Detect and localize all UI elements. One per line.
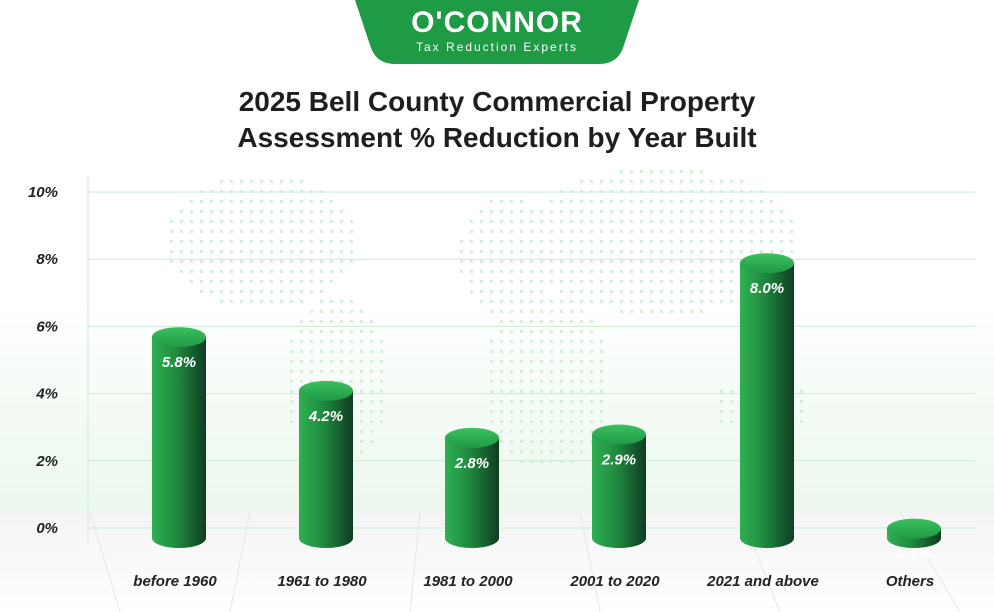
chart-title: 2025 Bell County Commercial Property Ass… bbox=[0, 84, 994, 156]
y-tick-label: 4% bbox=[35, 386, 58, 403]
x-tick-label: 1981 to 2000 bbox=[423, 573, 513, 590]
bar-1981-to-2000 bbox=[445, 427, 499, 548]
bar-2021-and-above bbox=[740, 253, 794, 548]
logo-tab bbox=[355, 0, 639, 64]
data-label: 2.8% bbox=[454, 455, 489, 472]
chart-title-line1: 2025 Bell County Commercial Property bbox=[238, 86, 756, 117]
data-label: 4.2% bbox=[308, 408, 343, 425]
y-tick-label: 8% bbox=[36, 251, 58, 268]
y-tick-label: 0% bbox=[36, 520, 58, 537]
data-label: 5.8% bbox=[162, 354, 196, 371]
brand-logo: O'CONNOR bbox=[411, 6, 583, 39]
brand-tagline: Tax Reduction Experts bbox=[415, 40, 579, 54]
data-label: 0.1% bbox=[897, 546, 931, 563]
x-tick-label: 2021 and above bbox=[706, 573, 819, 590]
x-tick-label: before 1960 bbox=[133, 573, 217, 590]
y-tick-label: 2% bbox=[35, 453, 58, 470]
bar-others bbox=[887, 518, 941, 548]
bar-2001-to-2020 bbox=[592, 424, 646, 548]
chart-title-line2: Assessment % Reduction by Year Built bbox=[237, 122, 757, 153]
bar-1961-to-1980 bbox=[299, 380, 353, 548]
y-tick-label: 6% bbox=[36, 318, 58, 335]
bar-before-1960 bbox=[152, 327, 206, 548]
x-tick-label: 1961 to 1980 bbox=[277, 573, 367, 590]
y-tick-label: 10% bbox=[28, 184, 58, 201]
x-tick-label: 2001 to 2020 bbox=[569, 573, 660, 590]
data-label: 2.9% bbox=[601, 452, 636, 469]
data-label: 8.0% bbox=[750, 280, 784, 297]
x-tick-label: Others bbox=[886, 573, 934, 590]
